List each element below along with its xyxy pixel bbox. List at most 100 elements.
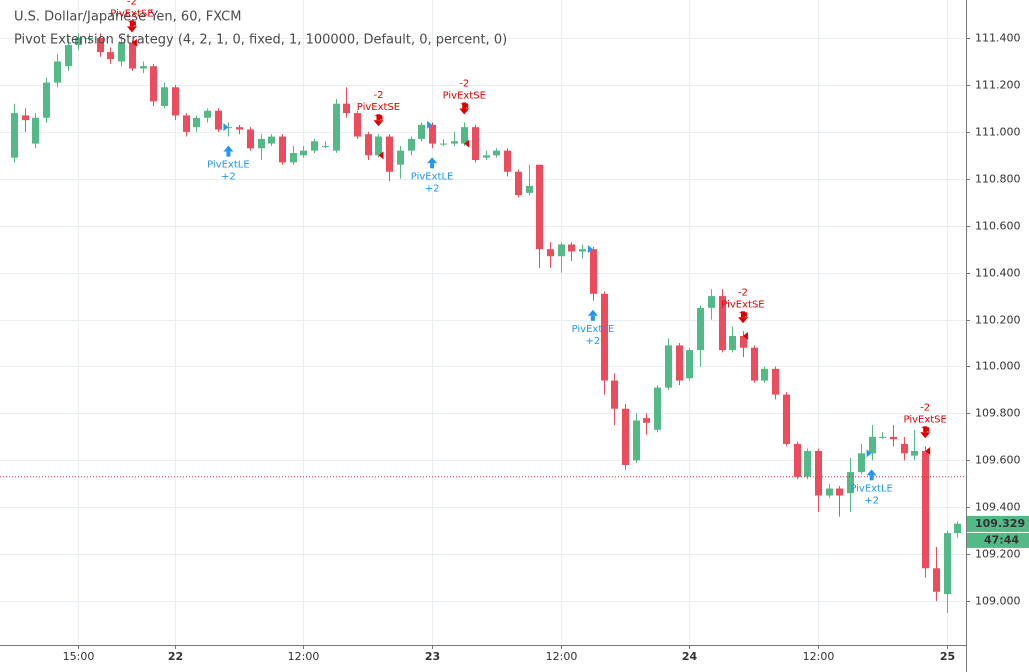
signal-label: PivExtLE [207,160,250,171]
candle-body [493,150,500,156]
signal-arrow-stem [462,102,467,109]
y-tick-label: 111.200 [975,79,1021,92]
entry-marker [464,139,470,148]
entry-marker [925,446,931,455]
candle-body [826,488,833,496]
signal-qty: -2 [373,90,383,101]
signal-arrow [126,21,137,33]
entry-marker [866,449,872,458]
y-tick-label: 109.000 [975,595,1021,608]
x-tick-label: 25 [940,650,955,663]
signal-arrow-stem [869,475,874,481]
candle-body [129,42,136,69]
candle-body [140,66,147,69]
candle-body [461,127,468,144]
candle-body [708,296,715,308]
candle-body [483,155,490,158]
candle-body [740,335,747,348]
candle-body [311,141,318,151]
y-tick-label: 110.800 [975,173,1021,186]
y-tick-label: 110.600 [975,220,1021,233]
candle-body [343,103,350,114]
candle-body [11,113,18,158]
candle-body [568,244,575,252]
candle-body [86,38,93,40]
candle-body [290,152,297,163]
x-tick-label: 22 [168,650,183,663]
candle-body [354,113,361,137]
entry-marker [131,38,137,47]
signal-label: PivExtLE [411,171,454,182]
candle-body [204,110,211,118]
candle-body [633,420,640,461]
signal-arrow [373,115,384,127]
candle-body [590,249,597,294]
candle-body [333,103,340,151]
candle-body [654,387,661,430]
candle-body [279,136,286,163]
signal-arrow-stem [430,163,435,169]
candle-body [193,117,200,128]
entry-marker [427,120,433,129]
candle-body [22,115,29,121]
candle-body [43,82,50,118]
candle-body [836,488,843,496]
candle-body [869,436,876,454]
candle-body [397,150,404,165]
candle-body [901,443,908,454]
signal-arrow [866,469,877,476]
candle-body [75,38,82,46]
x-tick-label: 12:00 [288,650,320,663]
candle-body [676,345,683,381]
last-price-label: 109.329 [975,517,1025,530]
signal-arrow [459,103,470,115]
candle-body [879,436,886,438]
entry-marker [742,331,748,340]
candles [11,33,961,613]
candle-body [890,436,897,440]
y-tick-label: 109.400 [975,501,1021,514]
candle-body [225,127,232,129]
signal-qty: +2 [425,183,440,194]
signal-arrow [427,157,438,164]
x-tick-label: 23 [425,650,440,663]
signal-arrow-stem [740,311,745,318]
signal-arrow-stem [376,114,381,121]
candle-body [954,523,961,534]
candle-body [258,138,265,149]
candle-body [911,450,918,456]
candle-body [215,110,222,130]
candle-body [183,115,190,132]
candle-body [804,450,811,477]
candle-body [697,307,704,351]
y-tick-label: 109.200 [975,548,1021,561]
candle-body [686,350,693,379]
signal-arrow-stem [226,151,231,157]
y-tick-label: 110.200 [975,314,1021,327]
candle-body [751,347,758,381]
candle-body [622,408,629,466]
candle-body [472,127,479,161]
candle-body [536,164,543,250]
y-tick-label: 110.000 [975,360,1021,373]
candle-body [107,52,114,60]
candle-body [386,136,393,172]
candle-body [418,124,425,139]
signal-label: PivExtSE [904,414,947,425]
candle-body [515,171,522,196]
y-tick-label: 110.400 [975,267,1021,280]
y-tick-label: 111.000 [975,126,1021,139]
signal-label: PivExtLE [572,324,615,335]
candle-body [665,345,672,388]
signal-arrow-stem [590,315,595,321]
candle-body [643,418,650,423]
candle-body [547,249,554,257]
candle-body [375,136,382,156]
candle-body [32,117,39,144]
candle-body [922,450,929,569]
candle-body [236,127,243,130]
signal-arrow-stem [129,20,134,27]
signal-qty: -2 [127,0,137,7]
candle-body [440,143,447,145]
candle-body [172,87,179,116]
